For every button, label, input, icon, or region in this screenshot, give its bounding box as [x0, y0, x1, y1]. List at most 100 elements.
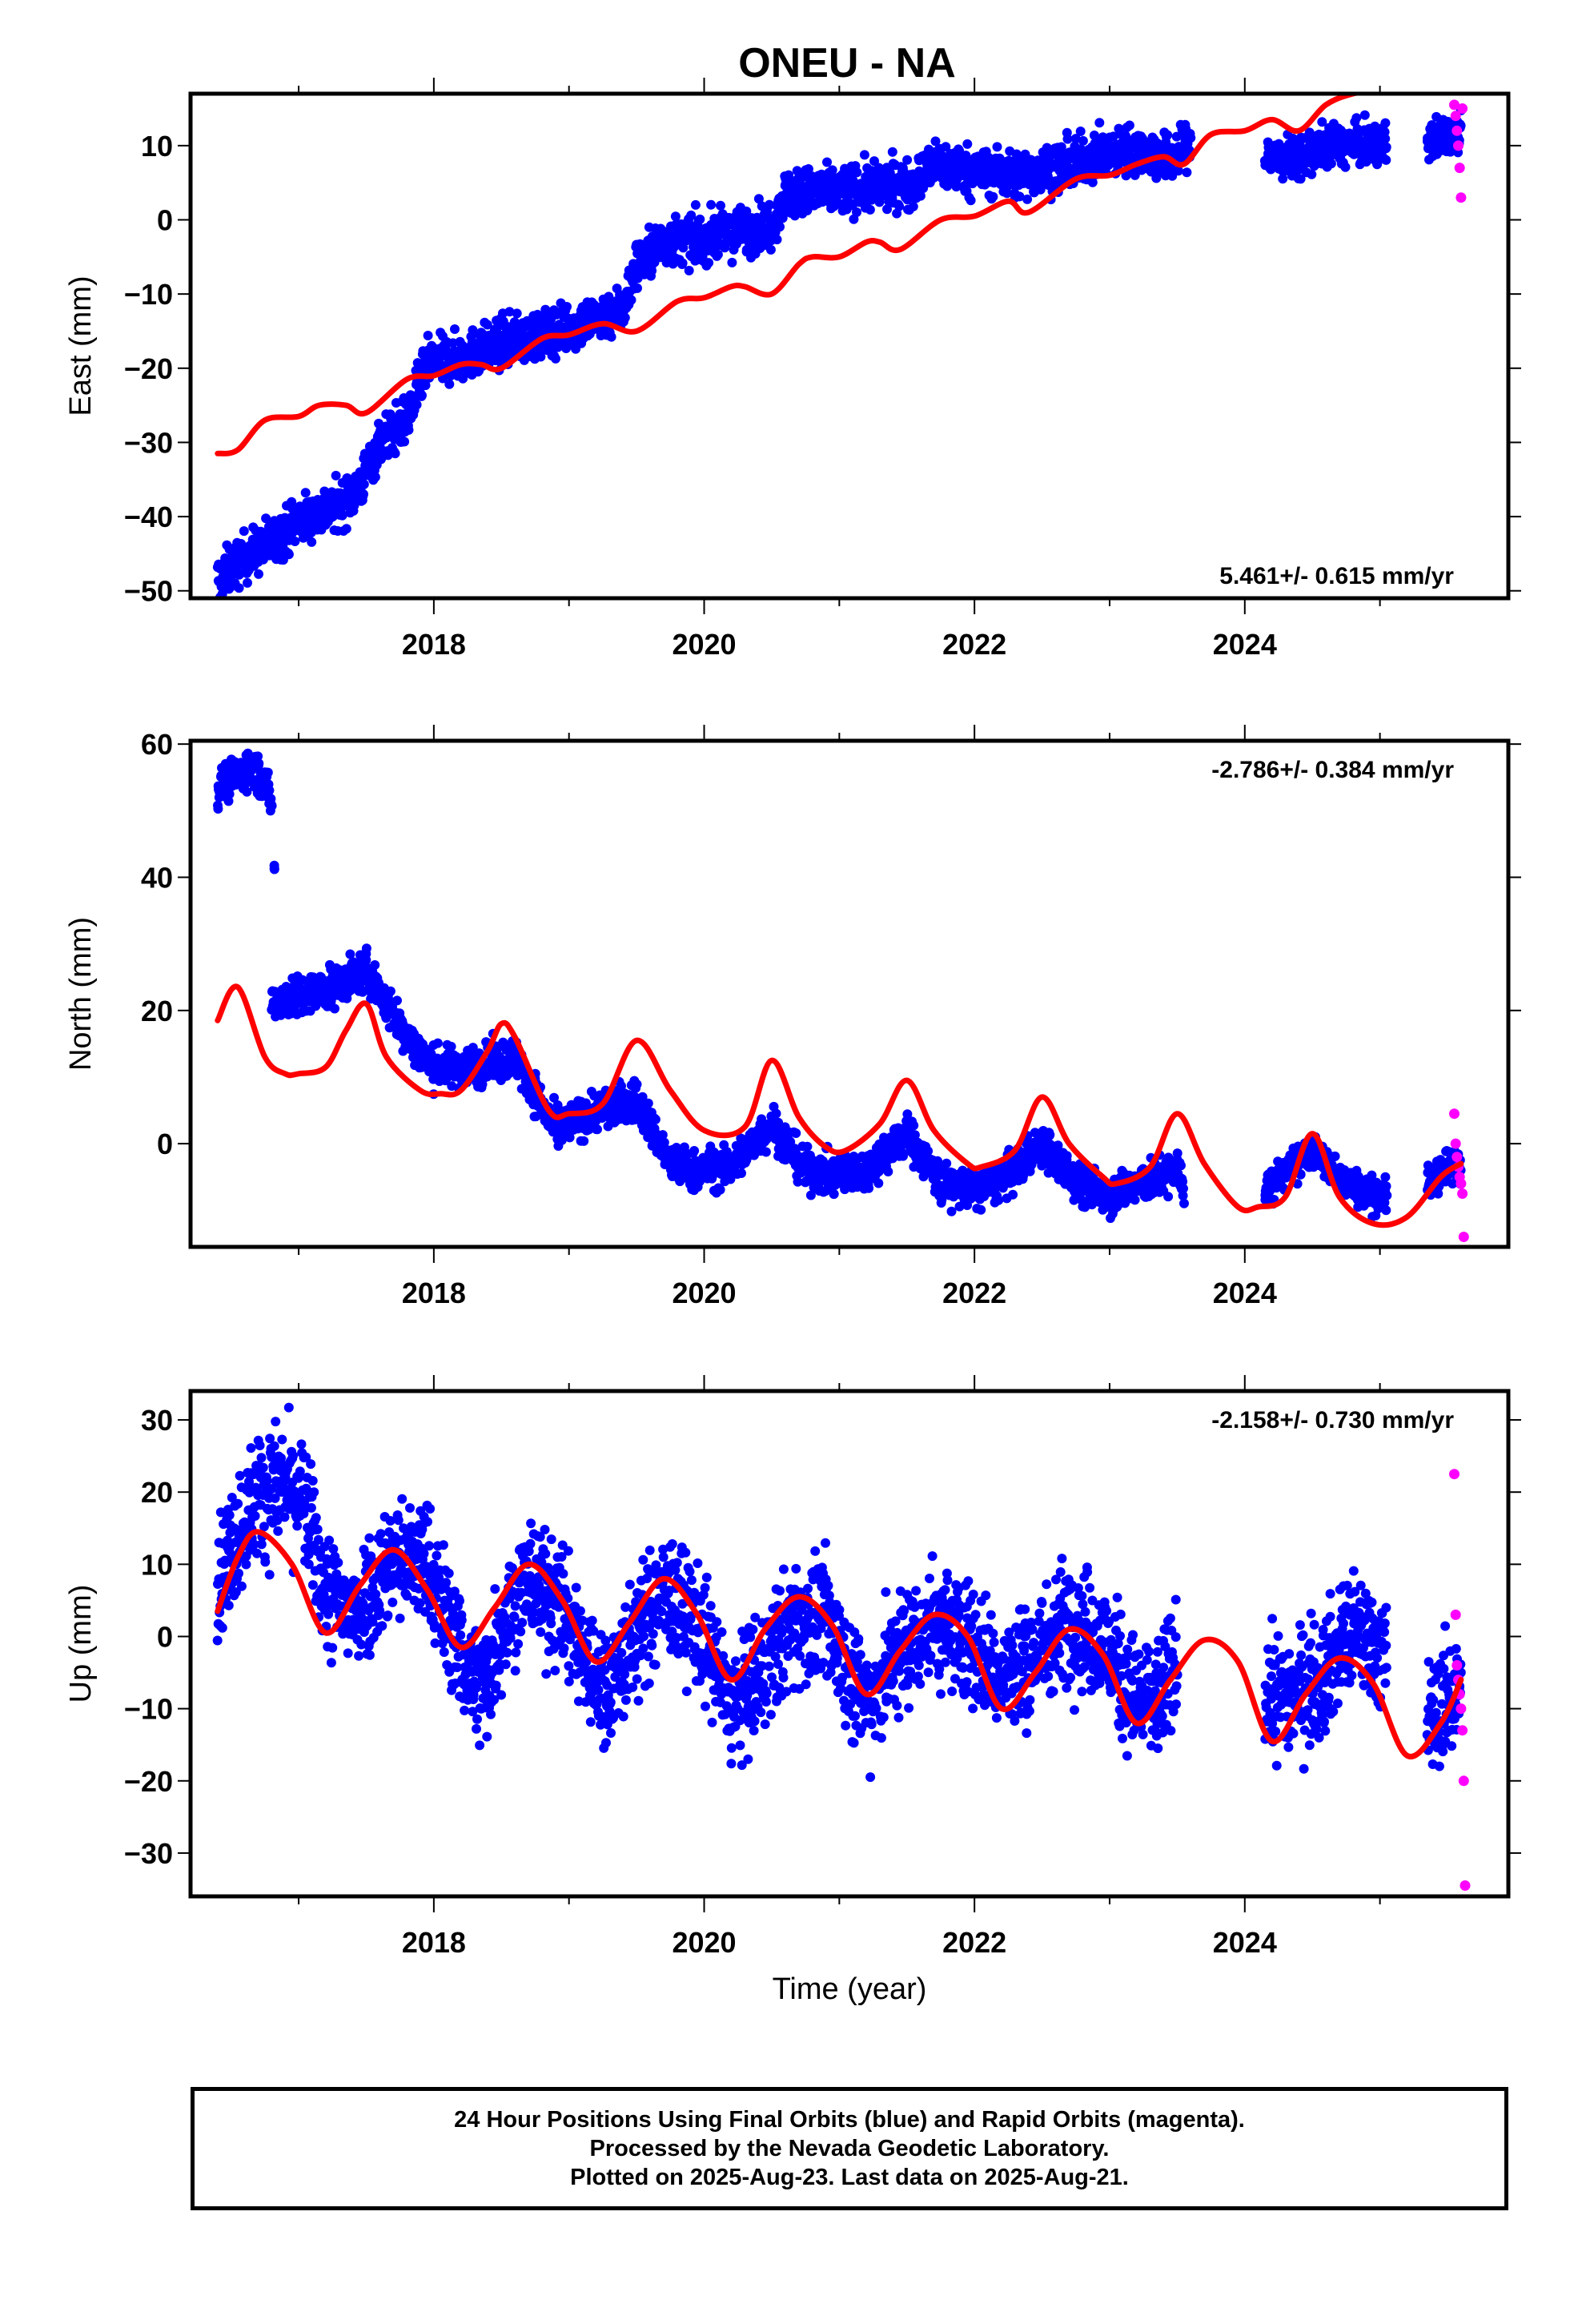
final-point	[941, 142, 951, 152]
final-point	[632, 283, 642, 293]
final-point	[254, 758, 264, 769]
final-point	[592, 1124, 602, 1135]
rapid-point	[1456, 192, 1467, 203]
y-tick-label: −50	[124, 575, 173, 608]
final-point	[512, 308, 522, 319]
final-point	[961, 151, 971, 161]
final-point	[908, 201, 918, 211]
final-point	[827, 165, 837, 175]
final-point	[864, 1183, 874, 1193]
y-tick-label: 0	[157, 1128, 173, 1160]
final-point	[966, 195, 976, 206]
final-point	[1182, 167, 1192, 178]
final-point	[1022, 194, 1033, 204]
final-point	[772, 235, 782, 245]
final-point	[670, 211, 681, 222]
final-point	[643, 1098, 653, 1108]
rapid-point	[1454, 163, 1465, 174]
final-point	[253, 751, 263, 762]
final-point	[942, 181, 953, 191]
final-point	[1186, 133, 1196, 143]
final-point	[420, 380, 431, 391]
final-point	[684, 265, 694, 275]
final-point	[1359, 110, 1370, 120]
final-point	[704, 258, 714, 268]
final-point	[771, 1108, 781, 1119]
final-point	[716, 200, 725, 211]
final-point	[852, 167, 862, 178]
final-point	[1062, 1151, 1072, 1161]
final-point	[930, 136, 941, 147]
x-tick-label: 2020	[672, 1277, 736, 1309]
velocity-label: 5.461+/- 0.615 mm/yr	[1219, 563, 1454, 589]
final-point	[713, 249, 723, 259]
final-point	[361, 943, 371, 954]
final-point	[1021, 1138, 1031, 1148]
y-axis-label: East (mm)	[64, 275, 98, 416]
x-tick-label: 2024	[1213, 628, 1277, 661]
final-point	[690, 199, 701, 210]
final-point	[549, 1092, 559, 1103]
final-point	[300, 488, 311, 498]
final-point	[1381, 142, 1391, 152]
final-point	[898, 1151, 908, 1161]
final-point	[1124, 120, 1134, 131]
final-point	[290, 537, 300, 546]
final-point	[686, 210, 697, 220]
final-point	[331, 470, 341, 480]
final-point	[345, 949, 355, 959]
chart-title: ONEU - NA	[738, 40, 956, 86]
final-point	[954, 1201, 965, 1212]
final-point	[1035, 184, 1046, 195]
final-point	[632, 1080, 642, 1089]
final-point	[775, 222, 785, 232]
final-point	[224, 789, 235, 799]
final-point	[909, 1130, 920, 1140]
final-point	[678, 243, 689, 253]
x-tick-label: 2018	[402, 628, 466, 661]
final-point	[264, 786, 275, 795]
final-point	[359, 479, 369, 489]
x-tick-label: 2018	[402, 1277, 466, 1309]
final-point	[958, 1165, 968, 1176]
final-point	[992, 142, 1002, 152]
final-point	[1087, 177, 1098, 187]
final-point	[269, 864, 279, 875]
final-point	[400, 436, 410, 447]
final-point	[330, 1003, 339, 1014]
final-point	[536, 352, 546, 362]
final-point	[894, 201, 905, 211]
final-point	[404, 424, 414, 435]
final-point	[727, 257, 737, 267]
final-point	[626, 295, 636, 305]
y-tick-label: −10	[124, 278, 173, 311]
final-point	[859, 150, 869, 160]
final-point	[283, 549, 294, 560]
final-point	[706, 199, 717, 210]
final-point	[504, 307, 515, 317]
final-point	[803, 164, 813, 174]
final-point	[902, 155, 913, 165]
final-point	[765, 199, 774, 210]
final-point	[616, 1081, 626, 1092]
final-point	[392, 995, 402, 1006]
final-point	[865, 204, 875, 215]
final-point	[802, 1141, 813, 1152]
final-point	[254, 569, 263, 579]
final-point	[962, 139, 973, 149]
y-tick-label: −40	[124, 501, 173, 533]
rapid-point	[1452, 125, 1463, 136]
final-point	[604, 292, 614, 302]
final-point	[954, 146, 965, 156]
final-point	[240, 778, 251, 789]
final-point	[946, 1206, 957, 1216]
final-point	[873, 1178, 884, 1188]
final-point	[446, 1041, 456, 1051]
final-point	[657, 1130, 668, 1140]
y-tick-label: −30	[124, 426, 173, 459]
final-point	[887, 147, 897, 157]
final-point	[423, 331, 433, 340]
final-point	[757, 1114, 767, 1124]
final-point	[263, 767, 273, 778]
final-point	[562, 302, 572, 312]
